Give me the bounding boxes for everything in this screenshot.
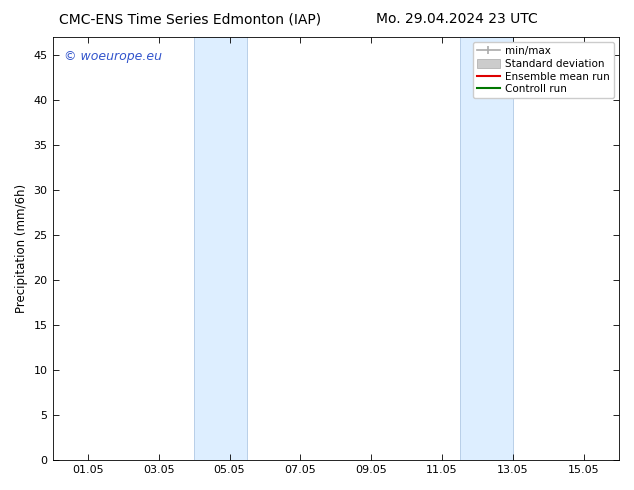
Text: Mo. 29.04.2024 23 UTC: Mo. 29.04.2024 23 UTC	[375, 12, 538, 26]
Y-axis label: Precipitation (mm/6h): Precipitation (mm/6h)	[15, 184, 28, 313]
Text: © woeurope.eu: © woeurope.eu	[64, 50, 162, 63]
Bar	[194, 37, 247, 460]
Text: CMC-ENS Time Series Edmonton (IAP): CMC-ENS Time Series Edmonton (IAP)	[59, 12, 321, 26]
Bar	[460, 37, 513, 460]
Legend: min/max, Standard deviation, Ensemble mean run, Controll run: min/max, Standard deviation, Ensemble me…	[472, 42, 614, 98]
